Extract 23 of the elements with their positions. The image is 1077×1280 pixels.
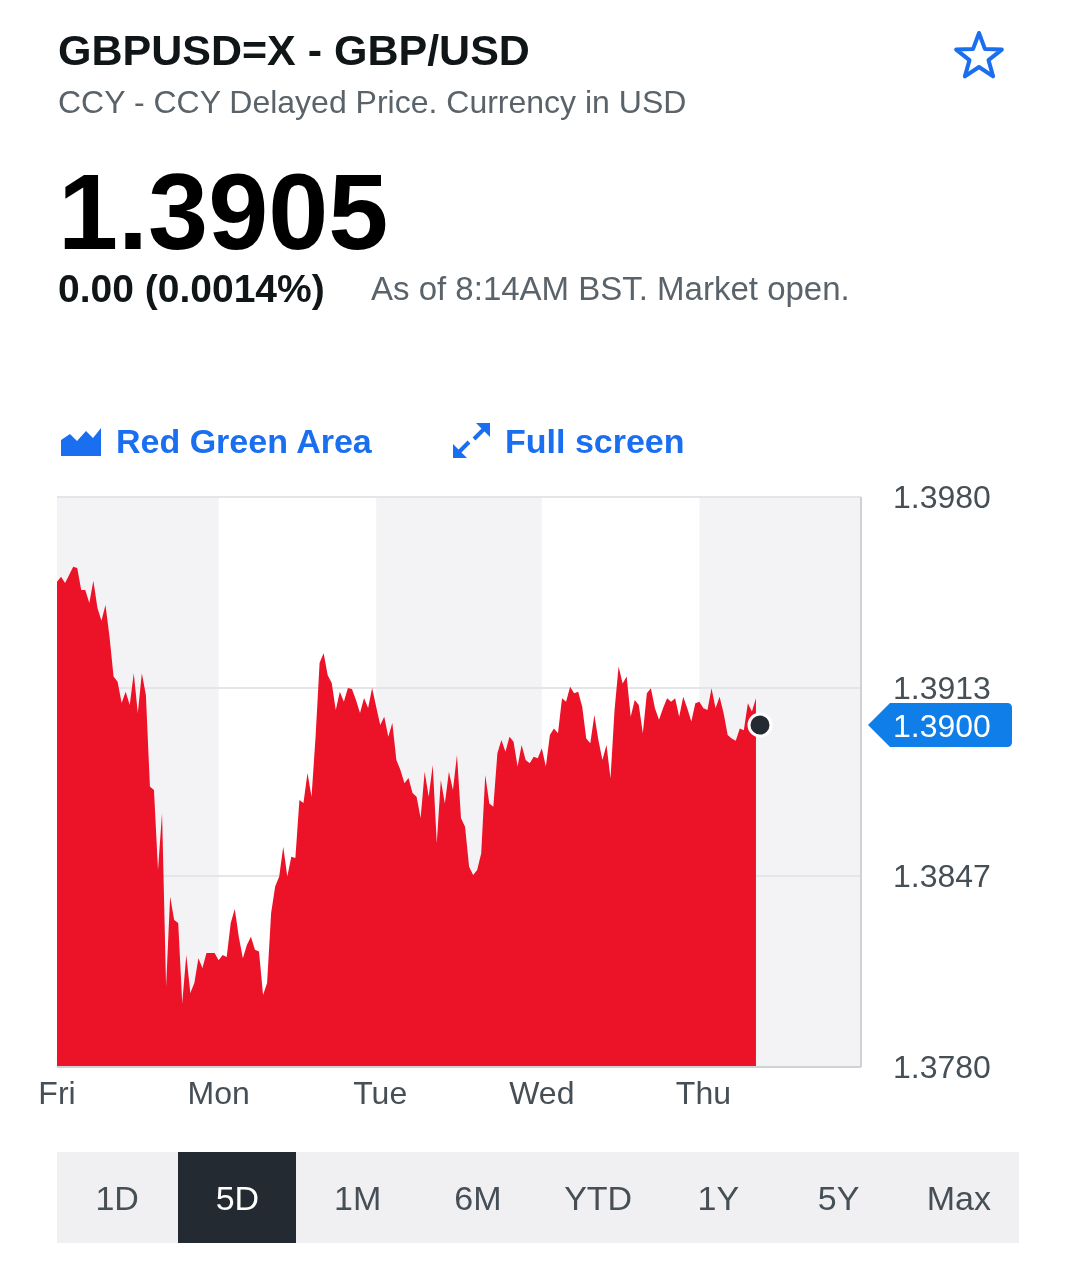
text: Red Green Area xyxy=(116,422,372,460)
text: YTD xyxy=(564,1178,633,1217)
text: Full screen xyxy=(505,422,685,460)
x-tick-label: Fri xyxy=(38,1074,76,1111)
x-tick-label: Tue xyxy=(353,1074,408,1111)
text: Max xyxy=(926,1178,991,1217)
text: 1.3900 xyxy=(893,707,991,744)
chart-title: GBPUSD=X - GBP/USD xyxy=(58,26,530,74)
y-tick-label: 1.3913 xyxy=(893,670,991,707)
text: 1D xyxy=(95,1178,139,1217)
text: 6M xyxy=(454,1178,502,1217)
chart-subtitle: CCY - CCY Delayed Price. Currency in USD xyxy=(58,84,687,120)
text: As of 8:14AM BST. Market open. xyxy=(371,270,850,307)
x-tick-label: Wed xyxy=(509,1074,575,1111)
text: 5Y xyxy=(817,1178,860,1217)
x-tick-label: Mon xyxy=(187,1074,250,1111)
y-tick-label: 1.3980 xyxy=(893,479,991,516)
text: 1M xyxy=(334,1178,382,1217)
y-tick-label: 1.3847 xyxy=(893,858,991,895)
text: 1Y xyxy=(697,1178,740,1217)
text: 5D xyxy=(215,1178,260,1217)
x-tick-label: Thu xyxy=(675,1074,731,1111)
y-tick-label: 1.3780 xyxy=(893,1049,991,1086)
